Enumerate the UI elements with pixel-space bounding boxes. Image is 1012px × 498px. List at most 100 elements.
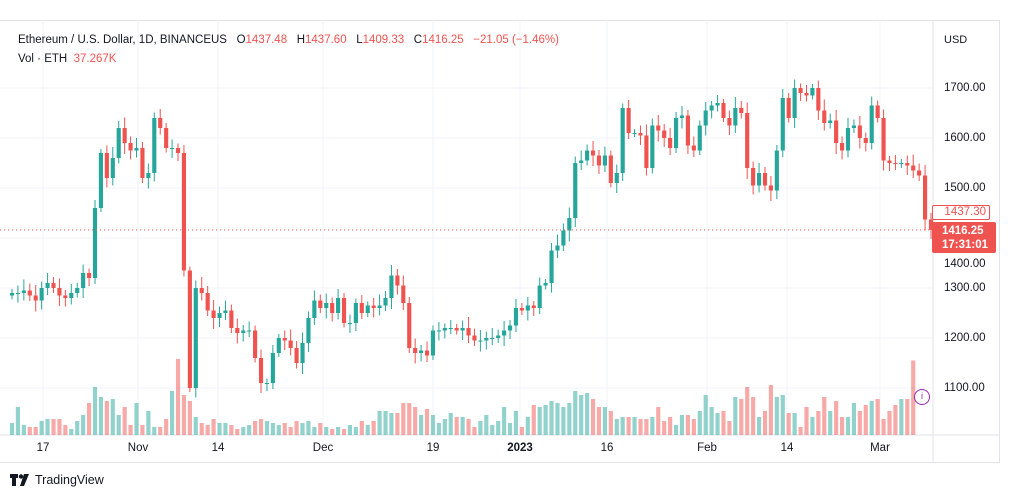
candle-body — [460, 328, 465, 331]
bar-countdown: 17:31:01 — [942, 239, 989, 251]
candle-body — [383, 298, 388, 306]
candle-body — [733, 108, 738, 126]
candle-body — [478, 340, 483, 342]
symbol-title[interactable]: Ethereum / U.S. Dollar, 1D, BINANCEUS — [18, 34, 227, 46]
candle-body — [306, 318, 311, 343]
volume-bar — [490, 425, 495, 435]
candle-body — [57, 288, 62, 296]
candle-body — [27, 290, 32, 296]
volume-bar — [804, 407, 809, 435]
candle-body — [567, 218, 572, 231]
volume-bar — [276, 425, 281, 435]
volume-bar — [353, 427, 358, 435]
volume-bar — [525, 417, 530, 435]
volume-bar — [383, 411, 388, 435]
candle-body — [502, 330, 507, 336]
candle-body — [92, 208, 98, 278]
time-tick-label: 2023 — [507, 442, 533, 454]
volume-bar — [300, 423, 305, 435]
candle-body — [845, 128, 851, 151]
volume-bar — [709, 407, 714, 435]
candle-body — [401, 285, 406, 303]
candle-body — [555, 245, 560, 251]
candle-body — [448, 328, 453, 329]
time-tick-label: 19 — [426, 442, 440, 454]
candle-body — [679, 115, 685, 118]
volume-bar — [205, 425, 210, 435]
volume-bar — [407, 403, 412, 435]
volume-bar — [810, 417, 815, 435]
event-marker-icon[interactable]: i — [914, 389, 930, 405]
volume-bar — [691, 419, 696, 435]
volume-bar — [745, 387, 750, 435]
candle-body — [668, 138, 673, 148]
candle-body — [39, 288, 44, 301]
candle-body — [863, 138, 868, 143]
volume-bar — [258, 419, 264, 435]
volume-bar — [116, 415, 121, 435]
volume-bar — [134, 403, 139, 435]
volume-bar — [347, 425, 353, 435]
candle-body — [312, 300, 317, 318]
volume-bar — [87, 403, 92, 435]
volume-label[interactable]: Vol · ETH — [18, 53, 68, 65]
ohlc-legend: Ethereum / U.S. Dollar, 1D, BINANCEUS O 1… — [18, 34, 559, 46]
candle-body — [917, 170, 922, 176]
candle-body — [727, 118, 732, 126]
time-tick-label: 17 — [36, 442, 50, 454]
candle-body — [270, 353, 275, 383]
candle-body — [579, 160, 584, 163]
candle-body — [745, 113, 750, 168]
candle-body — [822, 110, 827, 123]
candle-body — [199, 288, 204, 293]
volume-bar — [359, 421, 364, 435]
close-label: C — [413, 34, 423, 46]
volume-bar — [834, 401, 839, 435]
candle-body — [496, 335, 501, 338]
volume-bar — [685, 415, 690, 435]
candle-body — [928, 219, 934, 230]
candle-body — [834, 120, 839, 143]
volume-bar — [555, 403, 560, 435]
candle-body — [324, 303, 329, 308]
candle-body — [413, 348, 418, 353]
volume-bar — [229, 425, 234, 435]
candle-body — [798, 88, 803, 93]
candle-body — [887, 160, 892, 163]
volume-bar — [590, 399, 596, 435]
volume-bar — [413, 407, 418, 435]
volume-bar — [905, 399, 910, 435]
candle-body — [608, 155, 613, 183]
volume-bar — [69, 429, 74, 435]
candle-body — [644, 135, 649, 168]
open-label: O — [236, 34, 246, 46]
candle-body — [602, 155, 607, 166]
volume-bar — [513, 411, 519, 435]
candle-body — [715, 103, 720, 106]
candle-body — [63, 295, 68, 298]
candle-body — [786, 98, 791, 118]
volume-bar — [733, 397, 738, 435]
candle-body — [229, 310, 234, 328]
tradingview-logo[interactable]: TradingView — [10, 473, 104, 487]
low-value: 1409.33 — [362, 34, 405, 46]
candle-body — [211, 310, 216, 318]
volume-bar — [45, 419, 50, 435]
candle-body — [430, 330, 436, 356]
volume-bar — [57, 419, 62, 435]
candle-body — [537, 285, 542, 308]
candle-body — [454, 328, 459, 331]
volume-bar — [63, 425, 68, 435]
price-tick-label: 1600.00 — [944, 132, 986, 144]
volume-bar — [679, 415, 685, 435]
candle-body — [905, 163, 910, 166]
candle-body — [164, 128, 169, 148]
volume-bar — [466, 419, 471, 435]
volume-bar — [442, 419, 447, 435]
volume-bar — [436, 423, 441, 435]
candle-body — [911, 165, 916, 171]
volume-bar — [324, 427, 329, 435]
currency-label: USD — [944, 34, 968, 46]
candle-body — [703, 110, 708, 126]
